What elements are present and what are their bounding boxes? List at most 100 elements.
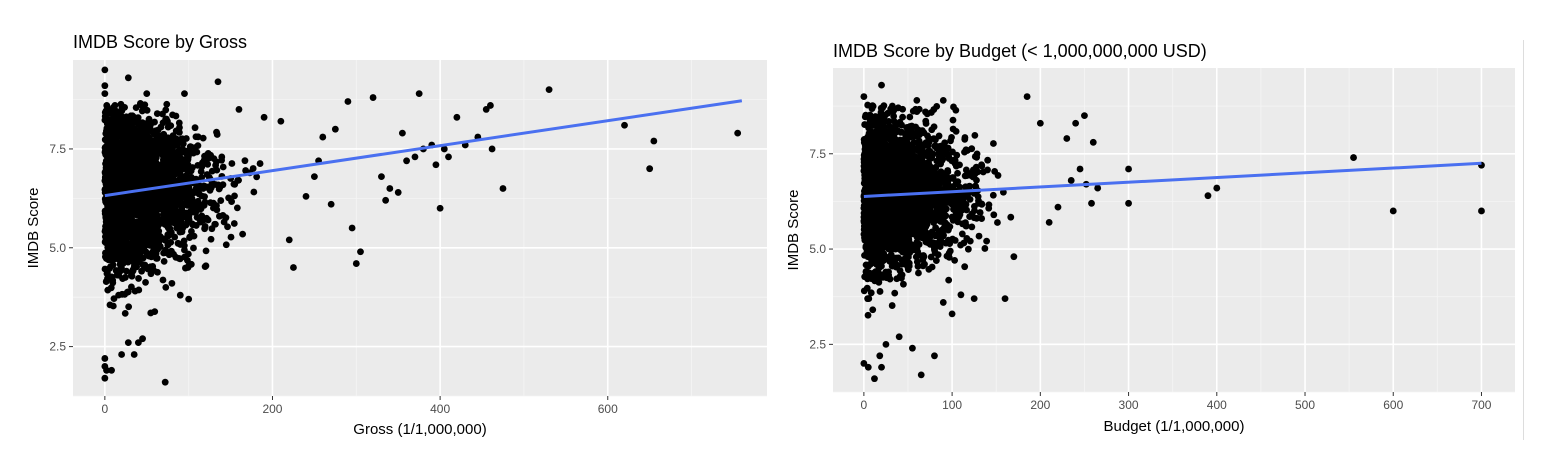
data-point [910, 108, 917, 115]
data-point [353, 260, 360, 267]
data-point [220, 164, 227, 171]
data-point [163, 161, 170, 168]
data-point [109, 239, 116, 246]
data-point [990, 211, 997, 218]
data-point [869, 306, 876, 313]
data-point [120, 236, 127, 243]
data-point [901, 137, 908, 144]
data-point [151, 308, 158, 315]
data-point [169, 280, 176, 287]
data-point [124, 161, 131, 168]
data-point [167, 122, 174, 129]
data-point [399, 130, 406, 137]
data-point [118, 351, 125, 358]
data-point [946, 250, 953, 257]
data-point [199, 202, 206, 209]
data-point [277, 118, 284, 125]
data-point [104, 269, 111, 276]
x-axis-label: Gross (1/1,000,000) [353, 421, 486, 438]
data-point [115, 162, 122, 169]
data-point [913, 253, 920, 260]
y-tick-label: 5.0 [49, 241, 66, 255]
data-point [984, 157, 991, 164]
data-point [148, 253, 155, 260]
data-point [139, 233, 146, 240]
data-point [942, 219, 949, 226]
data-point [121, 291, 128, 298]
data-point [950, 104, 957, 111]
data-point [311, 173, 318, 180]
data-point [961, 194, 968, 201]
data-point [106, 181, 113, 188]
data-point [412, 153, 419, 160]
data-point [111, 295, 118, 302]
data-point [159, 146, 166, 153]
data-point [114, 126, 121, 133]
data-point [433, 161, 440, 168]
data-point [114, 153, 121, 160]
data-point [183, 196, 190, 203]
data-point [119, 104, 126, 111]
data-point [176, 120, 183, 127]
data-point [978, 163, 985, 170]
data-point [179, 135, 186, 142]
data-point [195, 133, 202, 140]
data-point [190, 209, 197, 216]
data-point [137, 140, 144, 147]
data-point [192, 124, 199, 131]
data-point [953, 209, 960, 216]
data-point [160, 250, 167, 257]
data-point [142, 124, 149, 131]
data-point [928, 126, 935, 133]
data-point [139, 335, 146, 342]
data-point [193, 185, 200, 192]
data-point [981, 245, 988, 252]
data-point [165, 190, 172, 197]
data-point [487, 102, 494, 109]
data-point [131, 232, 138, 239]
y-axis-label: IMDB Score [25, 188, 42, 269]
data-point [386, 185, 393, 192]
data-point [147, 237, 154, 244]
data-point [201, 153, 208, 160]
data-point [207, 199, 214, 206]
data-point [217, 184, 224, 191]
data-point [122, 221, 129, 228]
data-point [950, 217, 957, 224]
data-point [868, 275, 875, 282]
data-point [140, 202, 147, 209]
data-point [110, 231, 117, 238]
data-point [125, 339, 132, 346]
data-point [228, 198, 235, 205]
data-point [203, 247, 210, 254]
data-point [187, 143, 194, 150]
data-point [216, 213, 223, 220]
data-point [166, 152, 173, 159]
data-point [195, 142, 202, 149]
data-point [950, 117, 957, 124]
data-point [650, 138, 657, 145]
data-point [211, 221, 218, 228]
data-point [868, 289, 875, 296]
data-point [132, 148, 139, 155]
data-point [162, 107, 169, 114]
data-point [916, 139, 923, 146]
chart-title: IMDB Score by Gross [73, 32, 247, 52]
data-point [861, 287, 868, 294]
data-point [898, 275, 905, 282]
data-point [180, 209, 187, 216]
data-point [112, 255, 119, 262]
data-point [445, 153, 452, 160]
data-point [103, 197, 110, 204]
data-point [879, 104, 886, 111]
data-point [173, 225, 180, 232]
data-point [139, 157, 146, 164]
data-point [132, 243, 139, 250]
data-point [125, 143, 132, 150]
data-point [158, 217, 165, 224]
data-point [148, 198, 155, 205]
data-point [166, 239, 173, 246]
